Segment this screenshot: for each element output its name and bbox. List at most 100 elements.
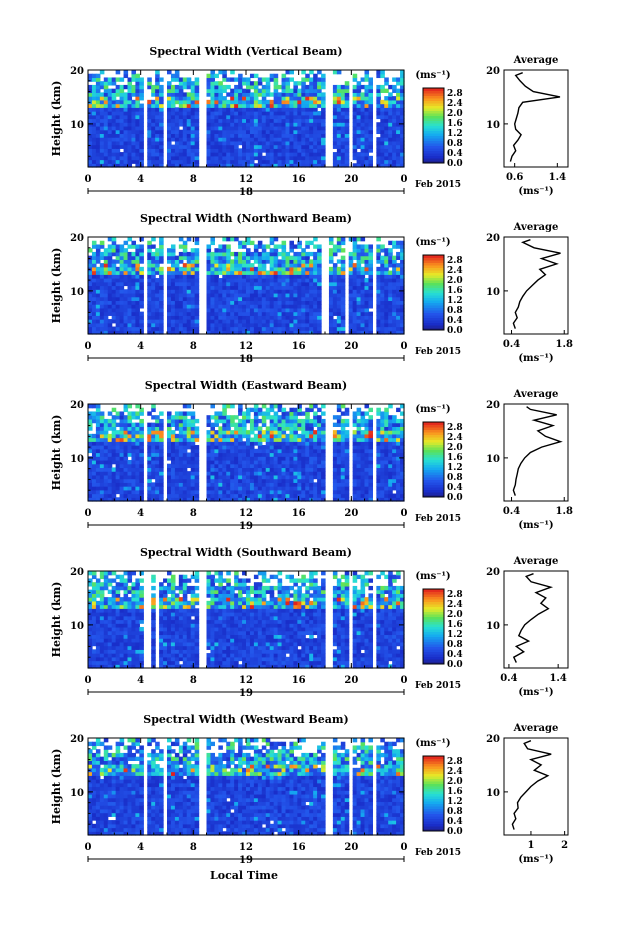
- heatmap-cell: [214, 411, 219, 416]
- heatmap-cell: [230, 266, 235, 272]
- heatmap-cell: [107, 459, 113, 465]
- heatmap-cell: [238, 296, 243, 302]
- heatmap-cell: [277, 415, 283, 420]
- heatmap-cell: [261, 430, 267, 435]
- heatmap-cell: [103, 422, 109, 427]
- heatmap-cell: [273, 129, 279, 135]
- heatmap-cell: [364, 300, 370, 305]
- heatmap-cell: [321, 437, 326, 442]
- heatmap-cell: [309, 493, 314, 498]
- heatmap-cell: [265, 467, 271, 472]
- heatmap-cell: [95, 289, 101, 294]
- heatmap-cell: [107, 122, 113, 127]
- heatmap-cell: [234, 493, 239, 498]
- heatmap-cell: [293, 307, 298, 313]
- heatmap-cell: [344, 84, 350, 90]
- heatmap-cell: [139, 422, 144, 427]
- heatmap-cell: [269, 103, 275, 108]
- heatmap-cell: [242, 155, 247, 161]
- heatmap-cell: [360, 103, 366, 108]
- heatmap-cell: [131, 114, 136, 120]
- heatmap-cell: [309, 437, 314, 442]
- heatmap-cell: [99, 81, 105, 86]
- heatmap-cell: [249, 84, 255, 90]
- heatmap-cell: [249, 263, 255, 268]
- heatmap-cell: [95, 114, 101, 120]
- heatmap-cell: [313, 404, 318, 409]
- heatmap-cell: [131, 155, 136, 161]
- heatmap-cell: [285, 255, 291, 260]
- heatmap-cell: [344, 81, 350, 86]
- heatmap-cell: [273, 493, 279, 498]
- heatmap-cell: [289, 433, 294, 439]
- heatmap-cell: [348, 270, 354, 275]
- heatmap-cell: [332, 163, 338, 168]
- heatmap-cell: [352, 152, 358, 157]
- heatmap-cell: [131, 148, 136, 153]
- heatmap-cell: [277, 418, 283, 424]
- colorbar-segment: [423, 320, 444, 323]
- heatmap-cell: [159, 489, 164, 495]
- heatmap-cell: [111, 296, 117, 302]
- heatmap-cell: [190, 415, 196, 420]
- heatmap-cell: [273, 248, 279, 253]
- heatmap-cell: [123, 155, 129, 161]
- heatmap-cell: [222, 296, 227, 302]
- heatmap-cell: [253, 489, 259, 495]
- heatmap-cell: [103, 111, 109, 116]
- heatmap-cell: [206, 92, 212, 97]
- heatmap-cell: [238, 155, 243, 161]
- heatmap-cell: [226, 404, 231, 409]
- heatmap-cell: [309, 307, 314, 313]
- heatmap-cell: [269, 255, 275, 260]
- heatmap-cell: [269, 407, 275, 413]
- heatmap-cell: [257, 407, 263, 413]
- heatmap-cell: [139, 486, 144, 491]
- heatmap-cell: [293, 144, 298, 149]
- heatmap-cell: [95, 474, 101, 480]
- heatmap-cell: [400, 118, 405, 123]
- heatmap-cell: [131, 307, 136, 313]
- heatmap-cell: [368, 270, 373, 275]
- heatmap-cell: [293, 255, 298, 260]
- heatmap-cell: [234, 281, 239, 287]
- heatmap-cell: [238, 99, 243, 105]
- heatmap-cell: [289, 125, 294, 131]
- heatmap-cell: [178, 255, 184, 260]
- heatmap-cell: [388, 322, 393, 328]
- heatmap-cell: [340, 296, 346, 302]
- heatmap-cell: [182, 148, 188, 153]
- colorbar-tick-label: 0.0: [447, 159, 463, 169]
- heatmap-cell: [139, 114, 144, 120]
- heatmap-cell: [155, 111, 160, 116]
- heatmap-cell: [368, 140, 373, 146]
- heatmap-cell: [380, 159, 385, 164]
- heatmap-cell: [261, 322, 267, 328]
- heatmap-cell: [210, 263, 215, 268]
- heatmap-cell: [107, 118, 113, 123]
- heatmap-cell: [190, 463, 196, 469]
- average-title: Average: [513, 222, 559, 233]
- heatmap-cell: [131, 326, 136, 331]
- heatmap-cell: [368, 266, 373, 272]
- heatmap-cell: [210, 315, 215, 320]
- heatmap-cell: [99, 292, 105, 298]
- heatmap-cell: [214, 263, 219, 268]
- heatmap-cell: [360, 163, 366, 168]
- heatmap-cell: [328, 251, 334, 257]
- heatmap-cell: [257, 99, 263, 105]
- heatmap-cell: [317, 422, 322, 427]
- heatmap-cell: [352, 84, 358, 90]
- heatmap-cell: [155, 326, 160, 331]
- heatmap-cell: [238, 133, 243, 138]
- heatmap-cell: [190, 129, 196, 135]
- heatmap-cell: [238, 88, 243, 93]
- heatmap-cell: [380, 244, 385, 249]
- heatmap-cell: [281, 99, 287, 105]
- heatmap-cell: [194, 81, 200, 86]
- heatmap-cell: [356, 107, 362, 112]
- heatmap-cell: [340, 122, 346, 127]
- heatmap-cell: [309, 463, 314, 469]
- heatmap-cell: [151, 88, 156, 93]
- heatmap-cell: [246, 237, 251, 242]
